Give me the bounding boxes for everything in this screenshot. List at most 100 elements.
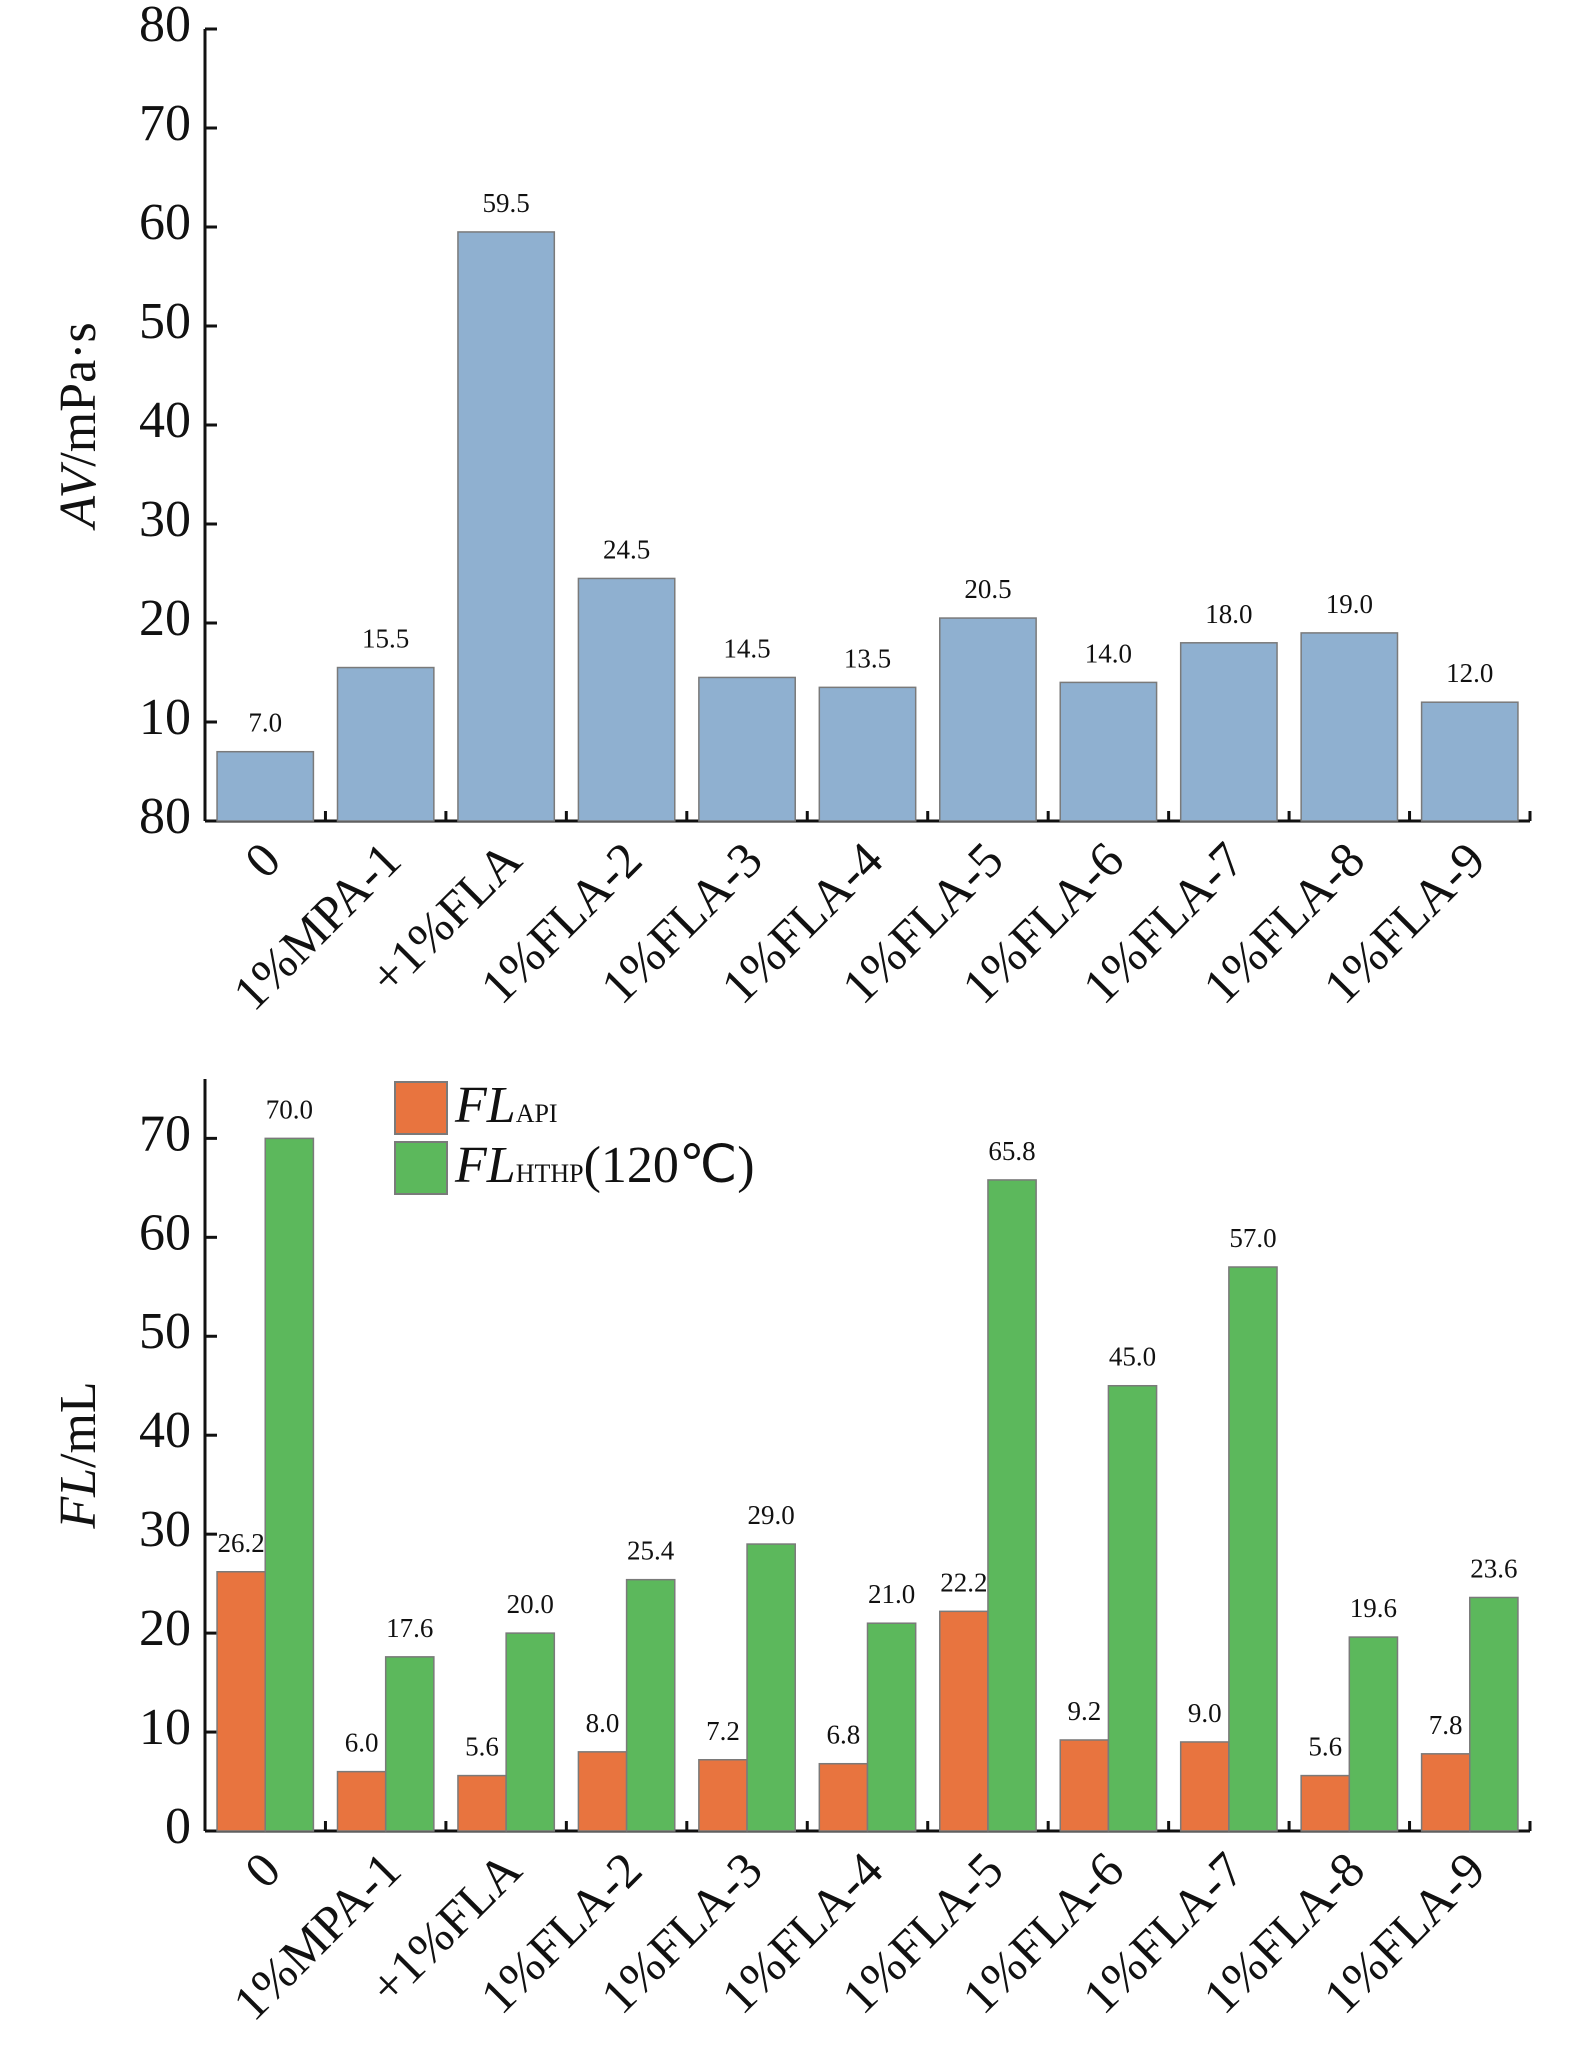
- y-tick-label: 10: [139, 689, 191, 746]
- av-chart: 801020304050607080AV/mPa·s01%MPA-1+1%FLA…: [50, 0, 1532, 1021]
- bar: [1300, 1774, 1351, 1832]
- y-tick-label: 40: [139, 392, 191, 449]
- value-label: 20.5: [964, 574, 1011, 604]
- y-tick-label: 50: [139, 1303, 191, 1360]
- bar: [216, 750, 315, 822]
- legend-swatch: [394, 1081, 448, 1135]
- legend-swatch: [394, 1141, 448, 1195]
- bar: [746, 1543, 796, 1832]
- value-label: 65.8: [988, 1136, 1035, 1166]
- y-tick-label: 70: [139, 95, 191, 152]
- legend-label: FLHTHP(120℃): [454, 1137, 755, 1194]
- value-label: 59.5: [483, 188, 530, 218]
- bar: [577, 577, 676, 822]
- bar: [457, 1774, 507, 1832]
- bar: [939, 1610, 989, 1832]
- bar: [1059, 1739, 1110, 1832]
- y-tick-label: 0: [165, 1798, 191, 1855]
- value-label: 6.0: [345, 1728, 379, 1758]
- value-label: 7.2: [706, 1716, 740, 1746]
- legend-symbol: FL: [454, 1137, 516, 1194]
- value-label: 70.0: [266, 1094, 313, 1124]
- value-label: 5.6: [1308, 1732, 1342, 1762]
- bar: [336, 666, 435, 822]
- y-tick-label: 10: [139, 1699, 191, 1756]
- y-tick-label: 60: [139, 1204, 191, 1261]
- bar: [1179, 1741, 1230, 1832]
- bar: [1348, 1636, 1399, 1832]
- value-label: 5.6: [465, 1732, 499, 1762]
- value-label: 25.4: [627, 1536, 675, 1566]
- y-tick-label: 80: [139, 788, 191, 845]
- bar: [1228, 1266, 1278, 1832]
- y-tick-label: 80: [139, 0, 191, 53]
- x-tick-label: 0: [234, 1841, 291, 1898]
- value-label: 12.0: [1446, 658, 1493, 688]
- value-label: 26.2: [218, 1528, 265, 1558]
- bar: [987, 1179, 1037, 1832]
- value-label: 14.5: [723, 633, 770, 663]
- value-label: 21.0: [868, 1579, 915, 1609]
- bar: [1300, 632, 1399, 822]
- value-label: 19.0: [1326, 589, 1373, 619]
- bar: [698, 676, 796, 822]
- bar: [939, 617, 1037, 822]
- value-label: 13.5: [844, 643, 891, 673]
- value-label: 9.0: [1188, 1698, 1222, 1728]
- value-label: 19.6: [1350, 1593, 1397, 1623]
- legend-label: FLAPI: [454, 1077, 558, 1134]
- y-label-unit: /mL: [50, 1381, 107, 1468]
- bar: [1420, 1753, 1471, 1832]
- y-label-symbol: AV: [50, 462, 107, 531]
- fl-chart: 010203040506070FL/mL01%MPA-1+1%FLA1%FLA-…: [50, 1077, 1532, 2031]
- y-label-symbol: FL: [50, 1468, 107, 1530]
- value-label: 20.0: [507, 1589, 554, 1619]
- value-label: 7.8: [1429, 1710, 1463, 1740]
- bar: [457, 231, 556, 822]
- bar: [1107, 1384, 1158, 1832]
- legend-subscript: HTHP: [516, 1159, 584, 1188]
- bar: [384, 1656, 435, 1832]
- bar: [216, 1571, 266, 1832]
- y-label-unit: /mPa·s: [50, 322, 107, 466]
- bar: [1059, 681, 1158, 822]
- bar: [818, 686, 917, 822]
- y-tick-label: 40: [139, 1402, 191, 1459]
- legend-symbol: FL: [454, 1077, 516, 1134]
- value-label: 23.6: [1470, 1553, 1517, 1583]
- value-label: 9.2: [1067, 1696, 1101, 1726]
- bar: [818, 1762, 869, 1832]
- x-tick-label: 0: [234, 831, 291, 888]
- bar: [577, 1751, 628, 1832]
- value-label: 57.0: [1229, 1223, 1276, 1253]
- value-label: 8.0: [586, 1708, 620, 1738]
- y-tick-label: 20: [139, 1600, 191, 1657]
- bar: [505, 1632, 556, 1832]
- y-tick-label: 30: [139, 491, 191, 548]
- value-label: 45.0: [1109, 1342, 1156, 1372]
- bar: [698, 1759, 748, 1832]
- y-tick-label: 60: [139, 194, 191, 251]
- y-axis-label: AV/mPa·s: [50, 322, 107, 530]
- y-tick-label: 50: [139, 293, 191, 350]
- bar: [1420, 701, 1519, 822]
- bar: [1179, 642, 1278, 822]
- bar: [866, 1622, 917, 1832]
- value-label: 14.0: [1085, 638, 1132, 668]
- legend-subscript: API: [516, 1099, 558, 1128]
- bar: [336, 1770, 387, 1832]
- y-tick-label: 30: [139, 1501, 191, 1558]
- value-label: 29.0: [748, 1500, 795, 1530]
- value-label: 6.8: [827, 1720, 861, 1750]
- value-label: 17.6: [386, 1613, 433, 1643]
- bar: [625, 1578, 676, 1832]
- value-label: 7.0: [248, 708, 282, 738]
- y-tick-label: 70: [139, 1105, 191, 1162]
- y-axis-label: FL/mL: [50, 1381, 107, 1529]
- value-label: 18.0: [1205, 599, 1252, 629]
- value-label: 22.2: [940, 1567, 987, 1597]
- y-tick-label: 20: [139, 590, 191, 647]
- value-label: 15.5: [362, 624, 409, 654]
- bar: [264, 1137, 315, 1832]
